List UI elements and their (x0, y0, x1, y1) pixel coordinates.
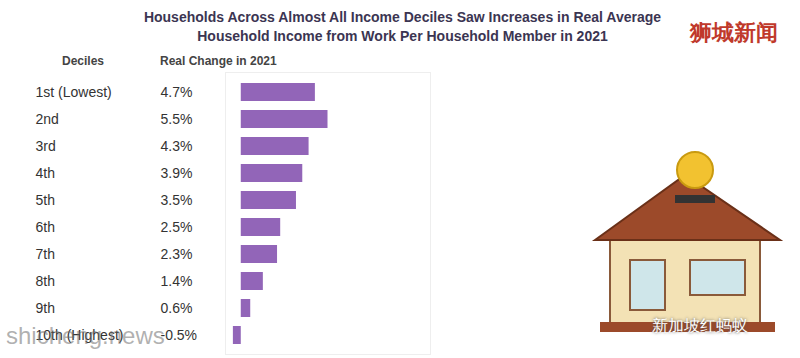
svg-text:2.5%: 2.5% (161, 219, 193, 235)
html-text:Households Across Almost All I: Households Across Almost All Income Deci… (143, 9, 662, 44)
svg-text:1.4%: 1.4% (161, 273, 193, 289)
svg-text:1st (Lowest): 1st (Lowest) (36, 84, 112, 100)
svg-text:2nd: 2nd (36, 111, 59, 127)
svg-text:2.3%: 2.3% (161, 246, 193, 262)
svg-text:5.5%: 5.5% (161, 111, 193, 127)
svg-text:6th: 6th (36, 219, 55, 235)
svg-text:0.6%: 0.6% (161, 300, 193, 316)
svg-text:8th: 8th (36, 273, 55, 289)
html-text:新加坡红蚂蚁: 新加坡红蚂蚁 (652, 317, 748, 334)
svg-text:3.9%: 3.9% (161, 165, 193, 181)
svg-text:4.7%: 4.7% (161, 84, 193, 100)
svg-text:4.3%: 4.3% (161, 138, 193, 154)
html-text:狮城新闻: 狮城新闻 (690, 20, 778, 45)
svg-text:-0.5%: -0.5% (161, 327, 198, 343)
svg-text:4th: 4th (36, 165, 55, 181)
html-text:Deciles: Deciles (62, 54, 104, 68)
svg-text:9th: 9th (36, 300, 55, 316)
html-text:Real Change in 2021: Real Change in 2021 (160, 54, 277, 68)
svg-text:3rd: 3rd (36, 138, 56, 154)
svg-text:3.5%: 3.5% (161, 192, 193, 208)
svg-text:5th: 5th (36, 192, 55, 208)
svg-text:7th: 7th (36, 246, 55, 262)
html-text:shicheng.news: shicheng.news (6, 322, 165, 349)
